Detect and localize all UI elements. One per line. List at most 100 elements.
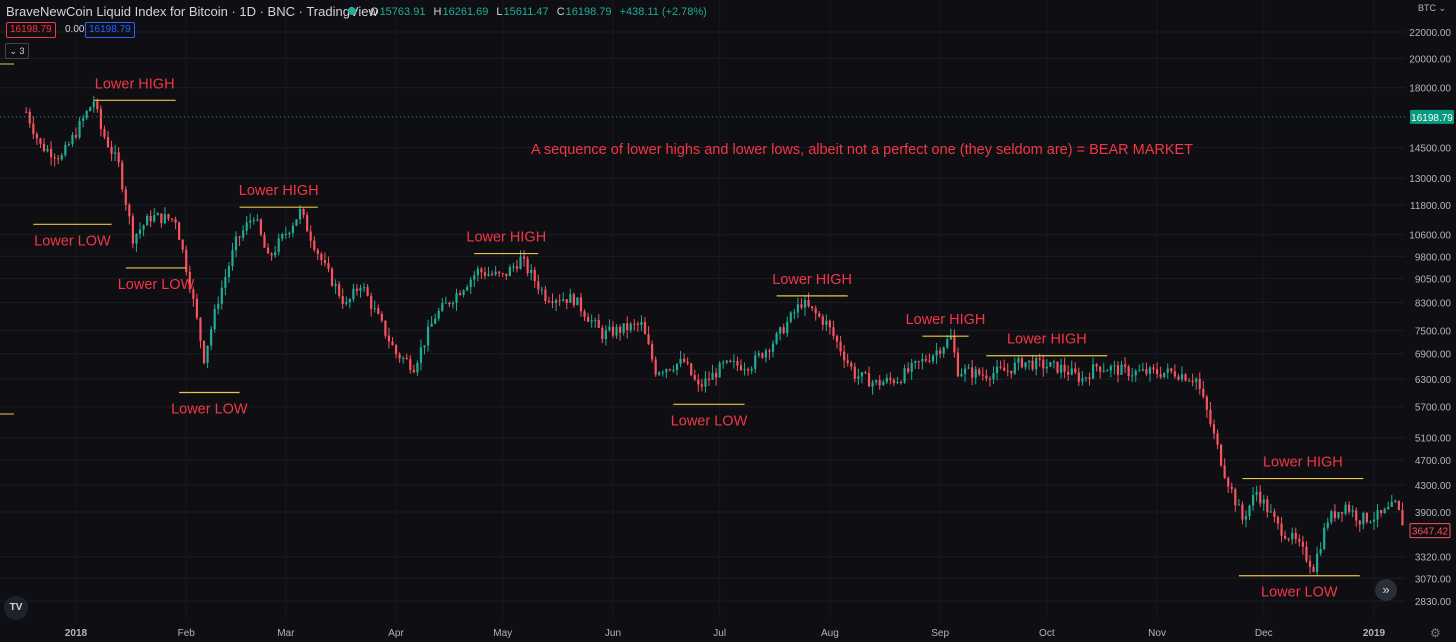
candle-body	[234, 236, 238, 251]
candle	[928, 353, 931, 364]
candle	[320, 251, 323, 266]
candle-body	[380, 313, 383, 321]
candle-body	[483, 272, 487, 276]
candle	[110, 140, 113, 162]
indicators-collapse-button[interactable]: ⌄ 3	[5, 43, 29, 59]
candle	[71, 132, 74, 148]
candle	[1315, 546, 1319, 576]
candle	[149, 210, 152, 228]
candle-body	[1312, 566, 1315, 572]
candle	[643, 317, 647, 335]
candle	[903, 364, 906, 384]
candle-body	[291, 225, 295, 233]
candle-body	[110, 146, 113, 154]
candle	[949, 328, 952, 341]
candle-body	[779, 327, 782, 334]
candle-body	[675, 363, 679, 371]
candle-body	[540, 289, 543, 291]
gear-icon[interactable]: ⚙	[1430, 626, 1441, 640]
y-tick-label: 22000.00	[1409, 28, 1451, 39]
candle-body	[355, 288, 359, 291]
candle-body	[686, 361, 689, 364]
sell-price-box[interactable]: 16198.79	[6, 22, 56, 38]
candle	[210, 326, 213, 351]
candle-body	[266, 247, 270, 254]
candle	[426, 319, 430, 352]
candle	[974, 366, 977, 385]
candle-body	[668, 369, 671, 371]
candle	[1216, 429, 1219, 450]
candle-body	[690, 363, 693, 376]
tradingview-logo-icon[interactable]: TV	[4, 596, 28, 620]
candle	[231, 242, 234, 271]
candle-body	[1159, 374, 1162, 378]
candle	[1337, 512, 1340, 520]
candle	[334, 279, 337, 294]
currency-selector[interactable]: BTC ⌄	[1418, 3, 1446, 14]
candle-body	[992, 373, 995, 380]
candle	[1056, 361, 1059, 374]
lower-low-label: Lower LOW	[671, 413, 748, 429]
candle	[1187, 378, 1191, 382]
candle	[217, 296, 220, 315]
candle-body	[1020, 358, 1024, 368]
candle-body	[302, 208, 305, 216]
candle	[394, 343, 398, 359]
candle-body	[124, 189, 127, 205]
candle-body	[615, 326, 618, 336]
candle	[1255, 485, 1258, 502]
candle-body	[181, 239, 184, 250]
candle-body	[178, 222, 181, 240]
candle	[554, 298, 558, 311]
market-status-icon[interactable]	[348, 7, 356, 15]
candle-body	[1269, 511, 1272, 513]
candle-body	[330, 268, 334, 286]
y-tick-label: 4300.00	[1415, 481, 1452, 492]
candle-body	[665, 369, 668, 373]
candle-body	[693, 375, 696, 380]
scroll-to-realtime-button[interactable]: »	[1375, 579, 1397, 601]
candle	[636, 321, 639, 332]
low-value: 15611.47	[503, 6, 549, 18]
y-tick-label: 3320.00	[1415, 553, 1452, 564]
candle	[242, 225, 245, 241]
candle	[82, 114, 85, 128]
candle-body	[1024, 362, 1027, 368]
candle	[234, 231, 238, 258]
time-axis[interactable]: 2018 Feb Mar Apr May Jun Jul Aug Sep Oct Nov Dec 201…	[65, 628, 1386, 639]
candle	[423, 345, 426, 355]
candle-body	[1109, 366, 1112, 371]
candle	[50, 141, 53, 166]
candle	[85, 109, 88, 120]
candle	[1219, 443, 1223, 468]
candle-body	[35, 134, 38, 139]
candle-body	[277, 238, 280, 253]
candle	[690, 362, 693, 377]
candle-body	[1120, 364, 1123, 375]
candle-body	[764, 350, 767, 358]
candle-body	[572, 294, 575, 306]
buy-price-box[interactable]: 16198.79	[85, 22, 135, 38]
candle-body	[562, 299, 565, 301]
candle-body	[238, 236, 241, 238]
price-axis[interactable]: 22000.00 20000.00 18000.00 14500.00 13000.00…	[1409, 28, 1454, 608]
candle	[53, 153, 56, 167]
candle	[1070, 360, 1073, 376]
candle	[387, 327, 391, 349]
candle-body	[1291, 532, 1294, 540]
candle-body	[864, 372, 867, 374]
candle	[473, 270, 476, 288]
candle-body	[192, 289, 195, 299]
candle	[522, 250, 526, 267]
candle-body	[352, 288, 355, 300]
candle	[1230, 482, 1233, 494]
candle-body	[131, 216, 135, 244]
candle-body	[537, 281, 540, 290]
candle-body	[807, 300, 810, 307]
candle	[206, 345, 209, 369]
candle-body	[42, 143, 46, 152]
candle	[245, 216, 248, 235]
candle-body	[1383, 509, 1386, 514]
candle-body	[487, 273, 490, 276]
